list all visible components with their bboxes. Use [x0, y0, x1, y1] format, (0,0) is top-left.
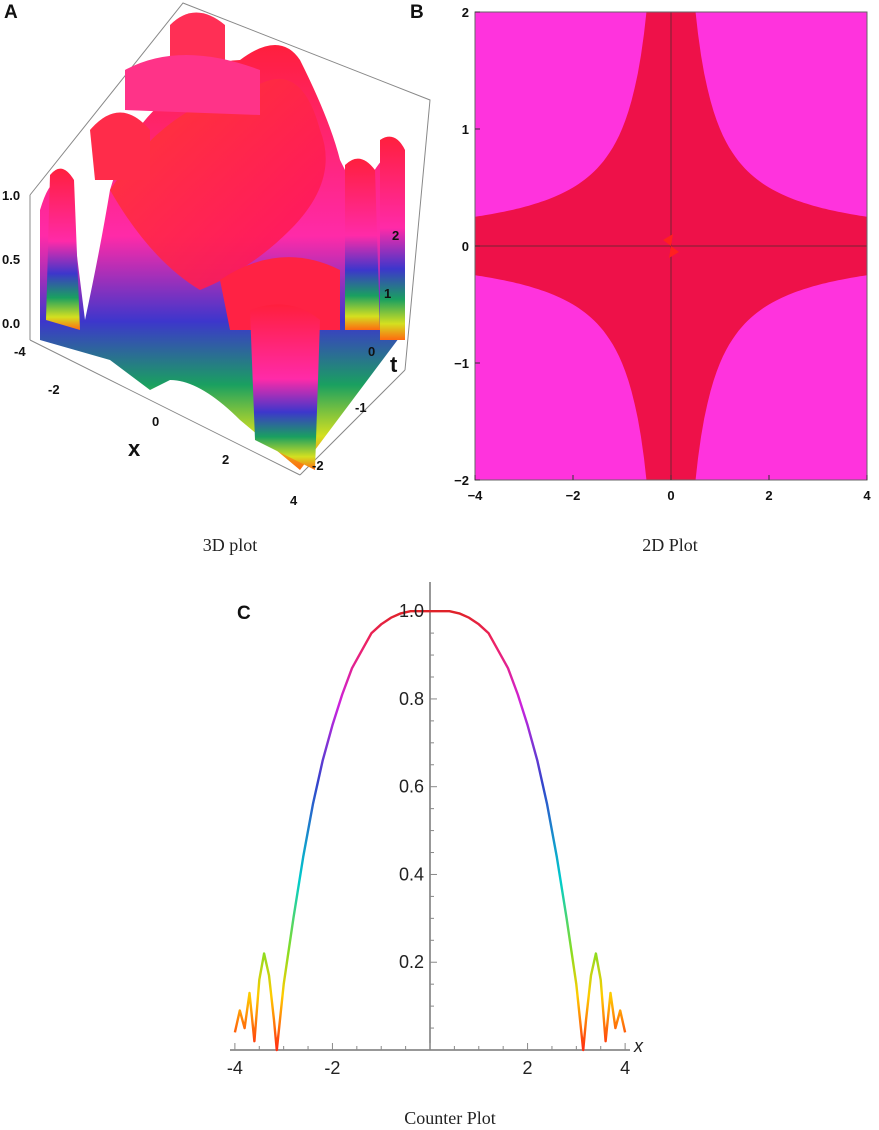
y-tick-b: 2: [462, 5, 469, 20]
x-tick-c: -2: [324, 1058, 340, 1078]
t-tick-a: -1: [355, 400, 367, 415]
center-marker: [663, 234, 679, 258]
caption-c: Counter Plot: [404, 1108, 496, 1128]
x-tick-a: -4: [14, 344, 26, 359]
t-tick-a: -2: [312, 458, 324, 473]
box-frame: [29, 2, 431, 476]
chart-a-3d-surface: -4 -2 0 2 4 -2 -1 0 1 2 0.0 0.5 1.0 x t: [2, 2, 431, 508]
y-tick-b: 1: [462, 122, 469, 137]
x-tick-c: 2: [523, 1058, 533, 1078]
x-axis-label-c: x: [633, 1036, 644, 1056]
panel-b-letter: B: [410, 2, 424, 23]
surface-body: [40, 12, 405, 470]
x-tick-a: -2: [48, 382, 60, 397]
y-tick-c: 1.0: [399, 601, 424, 621]
x-tick-b: −4: [468, 488, 484, 503]
y-tick-b: −2: [454, 473, 469, 488]
z-tick-a: 1.0: [2, 188, 20, 203]
y-tick-c: 0.6: [399, 777, 424, 797]
contour-band: [695, 12, 867, 217]
y-tick-b: 0: [462, 239, 469, 254]
t-tick-a: 2: [392, 228, 399, 243]
x-tick-b: −2: [566, 488, 581, 503]
x-tick-c: 4: [620, 1058, 630, 1078]
x-tick-c: -4: [227, 1058, 243, 1078]
chart-c-line: -4 -2 2 4 0.2 0.4 0.6 0.8 1.0 x: [227, 582, 644, 1078]
caption-b: 2D Plot: [642, 535, 698, 555]
y-tick-c: 0.4: [399, 864, 424, 884]
panel-a-letter: A: [4, 2, 18, 23]
x-tick-a: 0: [152, 414, 159, 429]
x-tick-a: 2: [222, 452, 229, 467]
caption-a: 3D plot: [202, 535, 258, 555]
y-tick-c: 0.8: [399, 689, 424, 709]
x-tick-b: 4: [863, 488, 871, 503]
t-tick-a: 1: [384, 286, 391, 301]
contour-band: [695, 275, 867, 480]
t-tick-a: 0: [368, 344, 375, 359]
contour-band: [475, 275, 647, 480]
y-tick-c: 0.2: [399, 952, 424, 972]
x-tick-a: 4: [290, 493, 298, 508]
z-tick-a: 0.5: [2, 252, 20, 267]
x-axis-label-a: x: [128, 436, 141, 461]
x-tick-b: 2: [765, 488, 772, 503]
y-tick-b: −1: [454, 356, 469, 371]
z-tick-a: 0.0: [2, 316, 20, 331]
t-axis-label-a: t: [390, 352, 398, 377]
contour-band: [475, 12, 647, 217]
panel-c-letter: C: [237, 603, 251, 624]
series-line-c: [233, 610, 627, 1052]
x-tick-b: 0: [667, 488, 674, 503]
